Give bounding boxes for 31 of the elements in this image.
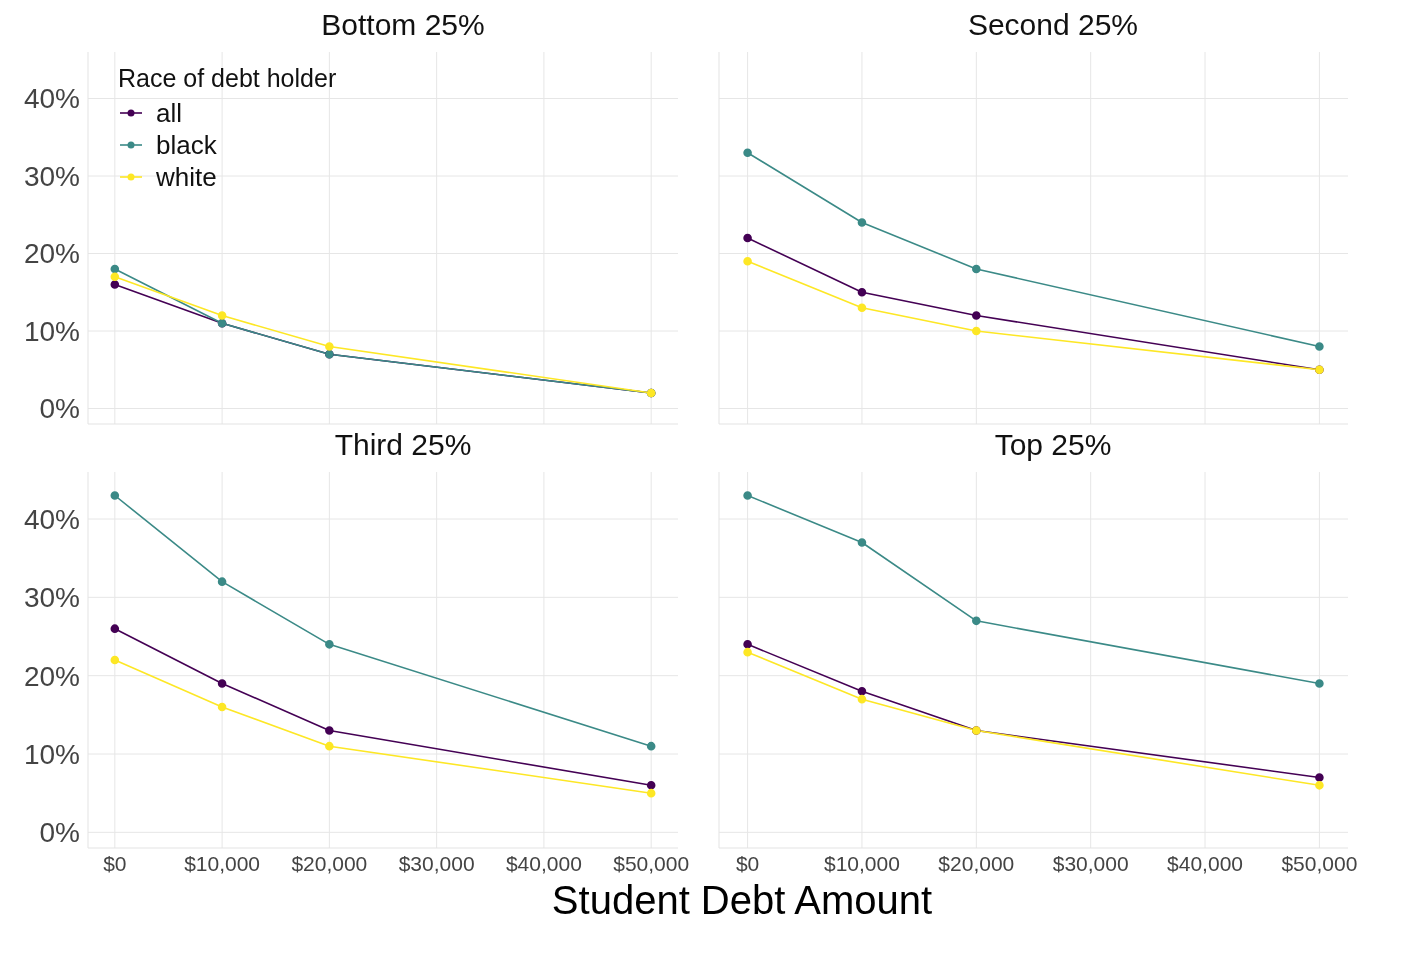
y-tick-label: 40%: [23, 83, 80, 115]
y-tick-label: 20%: [23, 660, 80, 692]
y-tick-label: 40%: [23, 503, 80, 535]
y-tick-label: 30%: [23, 582, 80, 614]
x-tick-label: $10,000: [823, 851, 900, 875]
y-tick-label: 10%: [23, 738, 80, 770]
x-tick-label: $40,000: [505, 851, 582, 875]
legend-label: black: [155, 129, 218, 161]
x-axis-title: Student Debt Amount: [550, 878, 934, 923]
y-tick-label: 0%: [39, 817, 80, 849]
x-tick-label: $20,000: [938, 851, 1015, 875]
y-tick-label: 20%: [23, 238, 80, 270]
chart-title: Top 25%: [993, 428, 1113, 463]
y-tick-label: 0%: [39, 393, 80, 425]
x-tick-label: $10,000: [184, 851, 261, 875]
x-tick-label: $30,000: [398, 851, 475, 875]
x-tick-label: $0: [735, 851, 760, 875]
legend-title: Race of debt holder: [118, 64, 337, 93]
x-tick-label: $30,000: [1052, 851, 1129, 875]
x-tick-label: $50,000: [1281, 851, 1358, 875]
chart-title: Second 25%: [966, 8, 1140, 43]
x-tick-label: $40,000: [1167, 851, 1244, 875]
x-tick-label: $0: [103, 851, 127, 875]
legend-label: all: [155, 97, 183, 129]
y-tick-label: 30%: [23, 160, 80, 192]
chart-title: Third 25%: [333, 428, 473, 463]
x-tick-label: $20,000: [291, 851, 368, 875]
x-tick-label: $50,000: [613, 851, 690, 875]
legend-label: white: [155, 161, 218, 193]
y-tick-label: 10%: [23, 315, 80, 347]
chart-title: Bottom 25%: [320, 8, 486, 43]
